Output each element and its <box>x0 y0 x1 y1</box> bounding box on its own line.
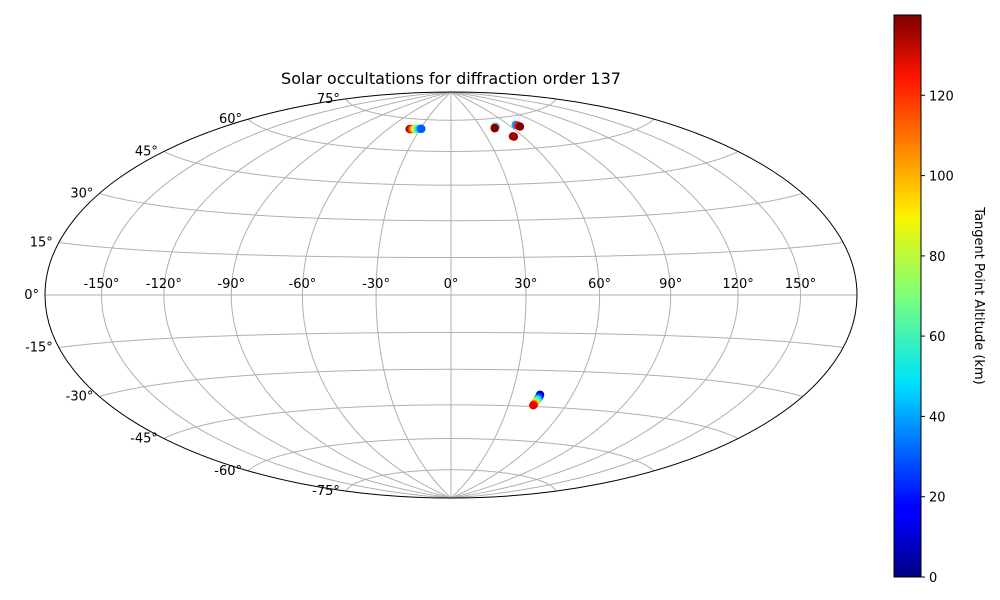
parallel-line <box>163 151 739 186</box>
latitude-tick-label: -15° <box>25 341 53 356</box>
parallel-line <box>58 331 844 349</box>
longitude-tick-label: 90° <box>659 277 682 292</box>
latitude-tick-label: -30° <box>66 390 94 405</box>
colorbar: 0 20 40 60 80 100 120 Tangent Point Altitude (… <box>893 14 986 586</box>
data-point <box>509 132 519 141</box>
colorbar-tick-label: 120 <box>929 89 954 104</box>
parallel-line <box>58 241 844 259</box>
data-point <box>529 401 538 410</box>
longitude-tick-labels: -150° -120° -90° -60° -30° 0° 30° 60° 90° 120° 150… <box>83 277 816 292</box>
longitude-tick-label: -30° <box>362 277 390 292</box>
longitude-tick-label: 0° <box>444 277 459 292</box>
data-point <box>417 124 426 134</box>
parallel-line <box>99 193 803 222</box>
latitude-tick-label: -60° <box>214 464 242 479</box>
map-grid <box>45 92 857 498</box>
longitude-tick-label: 120° <box>722 277 753 292</box>
data-points <box>405 120 545 410</box>
latitude-tick-label: 60° <box>219 112 242 127</box>
colorbar-tick-label: 0 <box>929 571 937 586</box>
parallel-line <box>345 98 557 121</box>
longitude-tick-label: -90° <box>217 277 245 292</box>
colorbar-tick-label: 80 <box>929 250 946 265</box>
longitude-tick-label: -60° <box>289 277 317 292</box>
longitude-tick-label: 30° <box>514 277 537 292</box>
chart-title: Solar occultations for diffraction order… <box>281 69 621 88</box>
parallel-line <box>99 368 803 397</box>
latitude-tick-label: 15° <box>30 236 53 251</box>
latitude-tick-labels: 75° 60° 45° 30° 15° 0° -15° -30° -45° -60° -75° <box>24 92 340 499</box>
colorbar-tick-label: 60 <box>929 330 946 345</box>
data-point <box>515 122 525 131</box>
latitude-tick-label: -45° <box>130 432 158 447</box>
latitude-tick-label: -75° <box>312 484 340 499</box>
latitude-tick-label: 0° <box>24 288 39 303</box>
colorbar-gradient <box>893 14 922 578</box>
colorbar-tick-label: 100 <box>929 170 954 185</box>
latitude-tick-label: 30° <box>70 187 93 202</box>
colorbar-tick-label: 20 <box>929 491 946 506</box>
parallel-line <box>345 469 557 492</box>
longitude-tick-label: -150° <box>83 277 119 292</box>
parallel-line <box>247 438 655 472</box>
latitude-tick-label: 75° <box>317 92 340 107</box>
longitude-tick-label: 150° <box>785 277 816 292</box>
latitude-tick-label: 45° <box>135 145 158 160</box>
map-boundary <box>44 91 858 499</box>
data-point <box>490 124 499 133</box>
parallel-line <box>247 118 655 152</box>
parallel-line <box>163 404 739 439</box>
colorbar-label: Tangent Point Altitude (km) <box>971 206 986 384</box>
longitude-tick-label: 60° <box>588 277 611 292</box>
colorbar-tick-label: 40 <box>929 410 946 425</box>
colorbar-ticks: 0 20 40 60 80 100 120 <box>921 89 954 586</box>
longitude-tick-label: -120° <box>146 277 182 292</box>
